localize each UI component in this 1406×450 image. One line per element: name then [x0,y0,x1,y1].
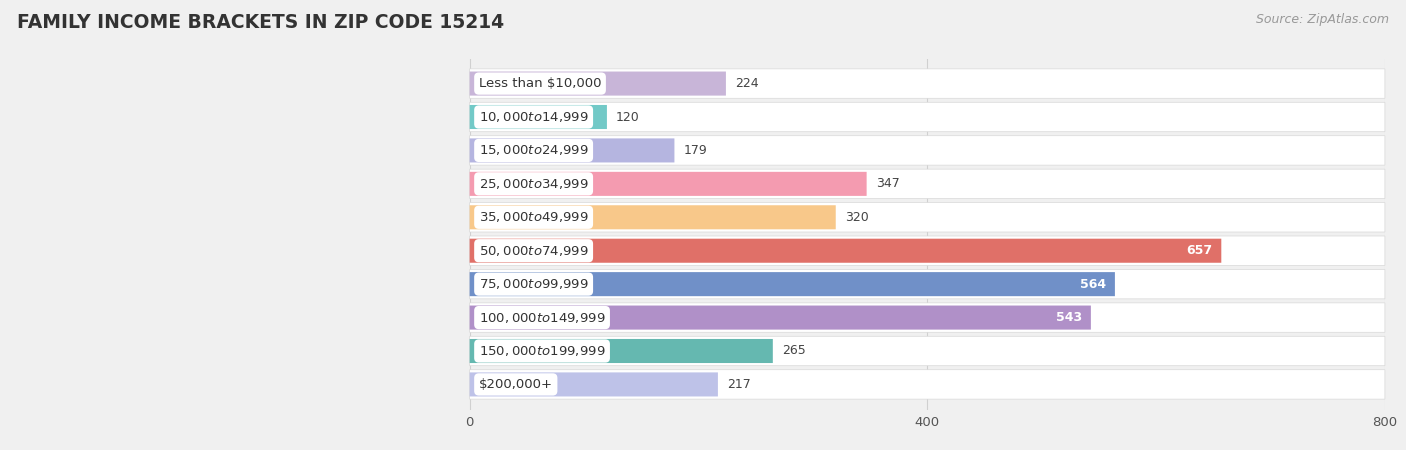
FancyBboxPatch shape [470,139,675,162]
FancyBboxPatch shape [470,102,1385,132]
Text: FAMILY INCOME BRACKETS IN ZIP CODE 15214: FAMILY INCOME BRACKETS IN ZIP CODE 15214 [17,14,503,32]
FancyBboxPatch shape [470,72,725,95]
Text: 217: 217 [727,378,751,391]
Text: Less than $10,000: Less than $10,000 [479,77,602,90]
Text: 657: 657 [1187,244,1212,257]
FancyBboxPatch shape [470,303,1385,332]
Text: $150,000 to $199,999: $150,000 to $199,999 [479,344,606,358]
Text: $75,000 to $99,999: $75,000 to $99,999 [479,277,589,291]
Text: 347: 347 [876,177,900,190]
FancyBboxPatch shape [470,69,1385,98]
FancyBboxPatch shape [470,169,1385,198]
FancyBboxPatch shape [470,205,835,230]
Text: $50,000 to $74,999: $50,000 to $74,999 [479,244,589,258]
Text: Source: ZipAtlas.com: Source: ZipAtlas.com [1256,14,1389,27]
Text: 564: 564 [1080,278,1105,291]
Text: 179: 179 [683,144,707,157]
Text: $15,000 to $24,999: $15,000 to $24,999 [479,144,589,158]
FancyBboxPatch shape [470,172,866,196]
FancyBboxPatch shape [470,238,1222,263]
FancyBboxPatch shape [470,373,718,396]
Text: 224: 224 [735,77,759,90]
FancyBboxPatch shape [470,272,1115,296]
Text: $35,000 to $49,999: $35,000 to $49,999 [479,210,589,224]
FancyBboxPatch shape [470,105,607,129]
Text: 120: 120 [616,111,640,123]
Text: $100,000 to $149,999: $100,000 to $149,999 [479,310,606,324]
FancyBboxPatch shape [470,236,1385,266]
Text: 543: 543 [1056,311,1081,324]
FancyBboxPatch shape [470,370,1385,399]
FancyBboxPatch shape [470,270,1385,299]
Text: $25,000 to $34,999: $25,000 to $34,999 [479,177,589,191]
Text: 265: 265 [782,345,806,357]
FancyBboxPatch shape [470,306,1091,329]
FancyBboxPatch shape [470,136,1385,165]
FancyBboxPatch shape [470,339,773,363]
Text: $10,000 to $14,999: $10,000 to $14,999 [479,110,589,124]
FancyBboxPatch shape [470,202,1385,232]
Text: $200,000+: $200,000+ [479,378,553,391]
FancyBboxPatch shape [470,336,1385,366]
Text: 320: 320 [845,211,869,224]
